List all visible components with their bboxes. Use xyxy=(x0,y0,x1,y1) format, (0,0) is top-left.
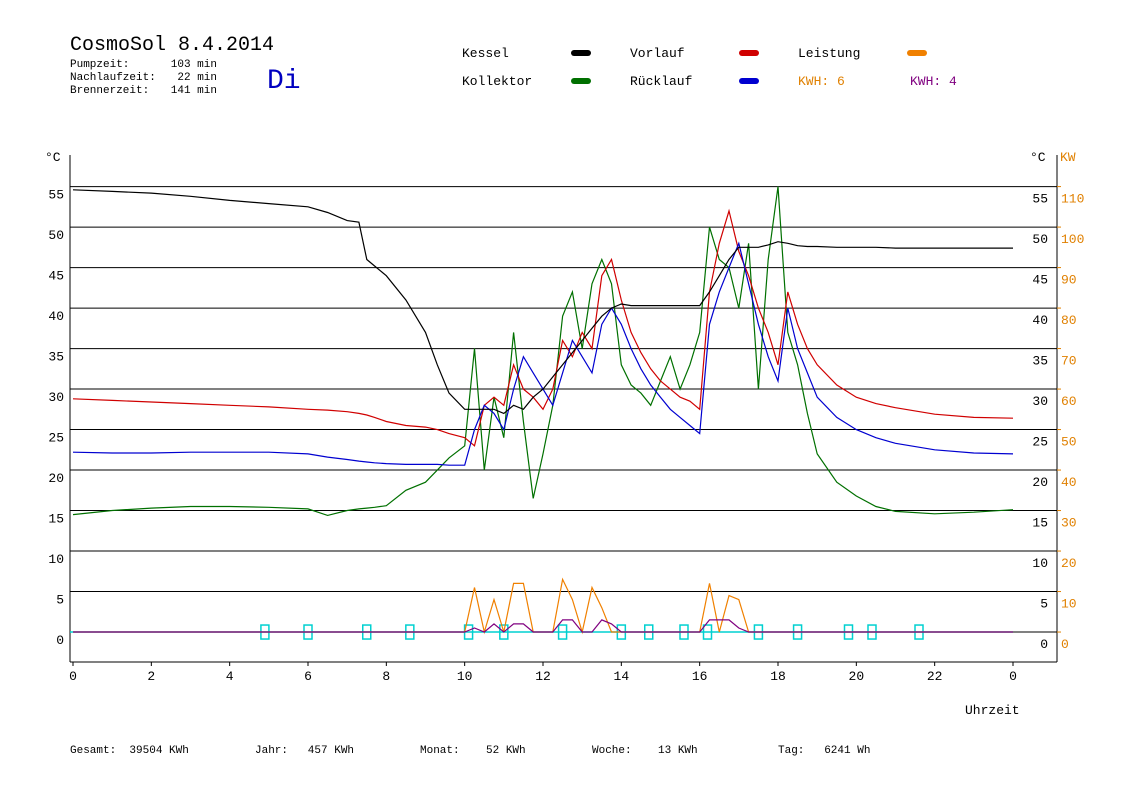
y-tick-label: 15 xyxy=(48,512,64,527)
x-tick-label: 22 xyxy=(927,669,943,684)
stat-label: Pumpzeit: xyxy=(70,59,129,71)
x-tick-label: 20 xyxy=(849,669,865,684)
y2-tick-label: 30 xyxy=(1061,516,1077,531)
legend-label: Vorlauf xyxy=(630,46,685,61)
x-tick-label: 0 xyxy=(1009,669,1017,684)
y-tick-label: 40 xyxy=(48,309,64,324)
x-axis-label: Uhrzeit xyxy=(965,703,1020,718)
y2-tick-label: 100 xyxy=(1061,232,1084,247)
y-unit-right: °C xyxy=(1030,150,1046,165)
pump-marker xyxy=(702,624,713,640)
y-tick-label-right: 20 xyxy=(1032,475,1048,490)
y-tick-label: 55 xyxy=(48,188,64,203)
kwh-label: KWH: 6 xyxy=(798,74,845,89)
x-tick-label: 8 xyxy=(382,669,390,684)
y-tick-label-right: 25 xyxy=(1032,435,1048,450)
y-tick-label: 35 xyxy=(48,350,64,365)
y-tick-label-right: 35 xyxy=(1032,354,1048,369)
y2-tick-label: 110 xyxy=(1061,192,1084,207)
legend-label: Rücklauf xyxy=(630,74,692,89)
y2-tick-label: 60 xyxy=(1061,394,1077,409)
y-tick-label-right: 30 xyxy=(1032,394,1048,409)
x-tick-label: 18 xyxy=(770,669,786,684)
stat-label: Nachlaufzeit: xyxy=(70,72,156,84)
y2-tick-label: 90 xyxy=(1061,273,1077,288)
y2-tick-label: 40 xyxy=(1061,475,1077,490)
series-line xyxy=(72,186,1014,517)
x-tick-label: 12 xyxy=(535,669,551,684)
legend-label: Kessel xyxy=(462,46,509,61)
x-tick-label: 0 xyxy=(69,669,77,684)
y2-tick-label: 20 xyxy=(1061,556,1077,571)
x-tick-label: 6 xyxy=(304,669,312,684)
y2-tick-label: 0 xyxy=(1061,637,1069,652)
day-label: Di xyxy=(267,66,301,97)
legend-label: Kollektor xyxy=(462,74,532,89)
y2-unit: KW xyxy=(1060,150,1076,165)
y-tick-label: 25 xyxy=(48,431,64,446)
y-unit: °C xyxy=(45,150,61,165)
series-line xyxy=(72,189,1013,415)
x-tick-label: 2 xyxy=(147,669,155,684)
stat-label: Brennerzeit: xyxy=(70,85,149,97)
y-tick-label: 5 xyxy=(56,593,64,608)
footer-stat: Jahr: 457 KWh xyxy=(255,745,354,757)
pump-marker xyxy=(557,624,568,640)
y-tick-label: 30 xyxy=(48,390,64,405)
footer-stat: Tag: 6241 Wh xyxy=(778,745,870,757)
y2-tick-label: 50 xyxy=(1061,435,1077,450)
footer-stat: Monat: 52 KWh xyxy=(420,745,526,757)
stat-value: 141 min xyxy=(171,85,217,97)
x-tick-label: 10 xyxy=(457,669,473,684)
footer-stat: Gesamt: 39504 KWh xyxy=(70,745,189,757)
y-tick-label-right: 50 xyxy=(1032,232,1048,247)
series-line xyxy=(72,241,1014,466)
y-tick-label-right: 45 xyxy=(1032,273,1048,288)
x-tick-label: 4 xyxy=(226,669,234,684)
chart-title: CosmoSol 8.4.2014 xyxy=(70,34,274,57)
y-tick-label-right: 15 xyxy=(1032,516,1048,531)
series-line xyxy=(73,619,1013,633)
kwh-label: KWH: 4 xyxy=(910,74,957,89)
pump-marker xyxy=(499,624,509,640)
y-tick-label: 10 xyxy=(48,552,64,567)
series-line xyxy=(72,208,1014,447)
y-tick-label: 50 xyxy=(48,228,64,243)
y-tick-label: 20 xyxy=(48,471,64,486)
y-tick-label: 0 xyxy=(56,633,64,648)
y-tick-label: 45 xyxy=(48,269,64,284)
y-tick-label-right: 55 xyxy=(1032,192,1048,207)
y-tick-label-right: 0 xyxy=(1040,637,1048,652)
y-tick-label-right: 10 xyxy=(1032,556,1048,571)
y-tick-label-right: 5 xyxy=(1040,597,1048,612)
legend-label: Leistung xyxy=(798,46,860,61)
y2-tick-label: 80 xyxy=(1061,313,1077,328)
stat-value: 103 min xyxy=(171,59,217,71)
footer-stat: Woche: 13 KWh xyxy=(592,745,698,757)
x-tick-label: 14 xyxy=(614,669,630,684)
x-tick-label: 16 xyxy=(692,669,708,684)
y-tick-label-right: 40 xyxy=(1032,313,1048,328)
y2-tick-label: 10 xyxy=(1061,597,1077,612)
y2-tick-label: 70 xyxy=(1061,354,1077,369)
stat-value: 22 min xyxy=(177,72,217,84)
